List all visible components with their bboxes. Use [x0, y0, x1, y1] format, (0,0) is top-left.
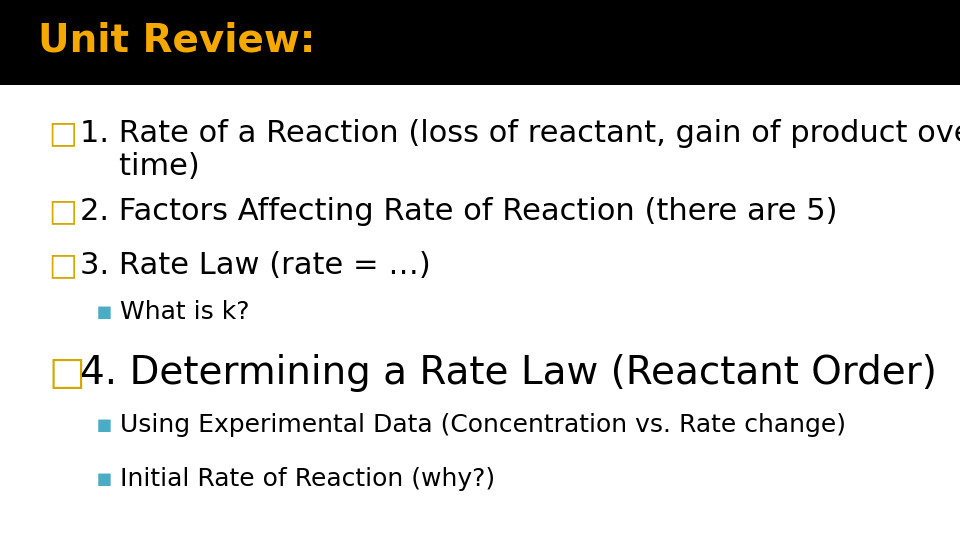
Text: ▪: ▪: [96, 413, 113, 437]
Text: □: □: [48, 119, 77, 148]
Text: □: □: [48, 354, 84, 391]
Text: time): time): [80, 152, 200, 181]
Text: 3. Rate Law (rate = …): 3. Rate Law (rate = …): [80, 251, 430, 280]
Text: Unit Review:: Unit Review:: [38, 22, 316, 59]
Text: ▪: ▪: [96, 467, 113, 491]
Text: □: □: [48, 251, 77, 280]
Text: Using Experimental Data (Concentration vs. Rate change): Using Experimental Data (Concentration v…: [120, 413, 846, 437]
Text: ▪: ▪: [96, 300, 113, 323]
Text: 2. Factors Affecting Rate of Reaction (there are 5): 2. Factors Affecting Rate of Reaction (t…: [80, 197, 837, 226]
Text: 4. Determining a Rate Law (Reactant Order): 4. Determining a Rate Law (Reactant Orde…: [80, 354, 937, 391]
FancyBboxPatch shape: [0, 0, 960, 85]
Text: What is k?: What is k?: [120, 300, 250, 323]
Text: □: □: [48, 197, 77, 226]
Text: Initial Rate of Reaction (why?): Initial Rate of Reaction (why?): [120, 467, 495, 491]
Text: 1. Rate of a Reaction (loss of reactant, gain of product over: 1. Rate of a Reaction (loss of reactant,…: [80, 119, 960, 148]
